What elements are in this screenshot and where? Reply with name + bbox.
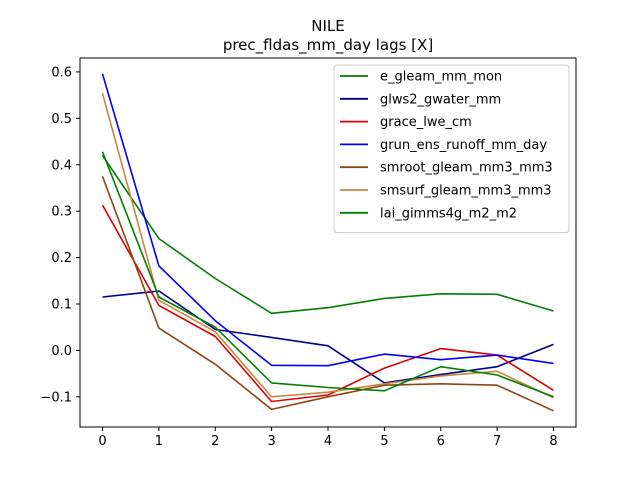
series-line-smroot_gleam_mm3_mm3 bbox=[101, 176, 554, 412]
legend: e_gleam_mm_mon glws2_gwater_mm grace_lwe_c… bbox=[333, 64, 570, 234]
legend-label: grun_ens_runoff_mm_day bbox=[380, 138, 547, 153]
x-tick-label: 7 bbox=[493, 434, 501, 449]
x-tick-label: 8 bbox=[549, 434, 557, 449]
legend-box bbox=[333, 64, 570, 234]
series-line-grace_lwe_cm bbox=[101, 204, 554, 403]
legend-label: e_gleam_mm_mon bbox=[380, 70, 502, 85]
chart-subtitle: prec_fldas_mm_day lags [X] bbox=[223, 36, 433, 55]
legend-label: lai_gimms4g_m2_m2 bbox=[380, 206, 517, 221]
series-line-lai_gimms4g_m2_m2 bbox=[101, 151, 554, 398]
x-tick-label: 0 bbox=[98, 434, 106, 449]
legend-label: glws2_gwater_mm bbox=[380, 92, 501, 107]
y-tick-label: 0.4 bbox=[51, 158, 72, 173]
x-tick-label: 6 bbox=[437, 434, 445, 449]
series-line-glws2_gwater_mm bbox=[102, 290, 554, 384]
legend-label: smroot_gleam_mm3_mm3 bbox=[380, 161, 553, 176]
series-line-e_gleam_mm_mon bbox=[101, 155, 554, 315]
x-tick-label: 3 bbox=[267, 434, 275, 449]
y-tick-label: 0.1 bbox=[51, 298, 72, 313]
x-tick-label: 1 bbox=[155, 434, 163, 449]
x-axis: 0 1 2 3 4 5 6 7 8 bbox=[98, 427, 558, 449]
legend-label: smsurf_gleam_mm3_mm3 bbox=[380, 184, 552, 199]
y-tick-label: −0.1 bbox=[40, 390, 72, 405]
x-tick-label: 4 bbox=[324, 434, 332, 449]
y-tick-label: 0.2 bbox=[51, 251, 72, 266]
legend-label: grace_lwe_cm bbox=[380, 115, 472, 130]
x-tick-label: 2 bbox=[211, 434, 219, 449]
y-tick-label: 0.5 bbox=[51, 112, 72, 127]
chart-title: NILE bbox=[311, 17, 344, 35]
series-line-grun_ens_runoff_mm_day bbox=[101, 73, 554, 367]
y-tick-label: 0.3 bbox=[51, 205, 72, 220]
x-tick-label: 5 bbox=[380, 434, 388, 449]
y-axis: −0.1 0.0 0.1 0.2 0.3 0.4 0.5 0.6 bbox=[40, 65, 80, 405]
y-tick-label: 0.0 bbox=[51, 344, 72, 359]
series-lines bbox=[101, 73, 554, 412]
y-tick-label: 0.6 bbox=[51, 65, 72, 80]
